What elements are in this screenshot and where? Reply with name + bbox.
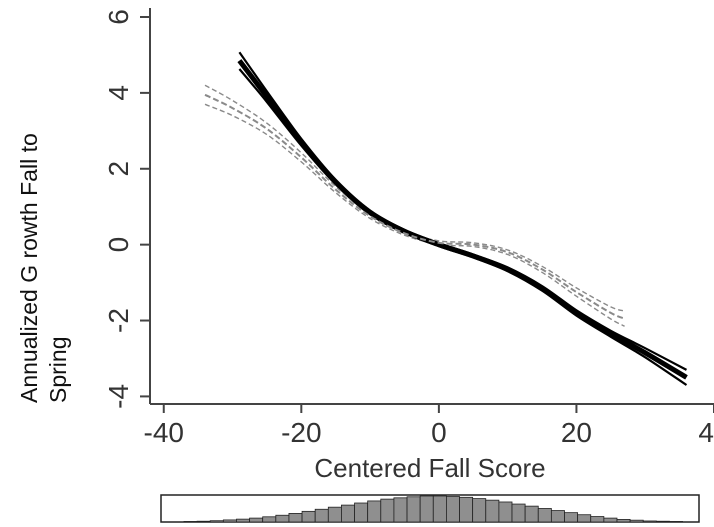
histogram-bar (236, 518, 250, 523)
histogram-bar (354, 502, 369, 523)
y-tick-label: 6 (103, 9, 134, 25)
histogram-bar (524, 505, 539, 523)
histogram-bar (446, 496, 460, 523)
histogram-bar (196, 520, 211, 523)
y-axis-label-line2: Spring (45, 337, 71, 403)
histogram-bar (472, 498, 487, 523)
histogram-bar (367, 500, 382, 523)
x-tick-label: -20 (281, 417, 321, 448)
histogram-bar (209, 520, 224, 523)
y-tick-label: -2 (103, 308, 134, 333)
histogram-bar (603, 517, 618, 523)
histogram-bar (432, 495, 447, 523)
y-tick-label: -4 (103, 384, 134, 409)
histogram-bar (262, 516, 277, 523)
histogram-bar (301, 510, 316, 523)
y-tick-label: 0 (103, 237, 134, 253)
series-lines (204, 59, 688, 380)
histogram-bar (183, 521, 198, 523)
histogram-bar (341, 504, 355, 523)
histogram-bar (459, 496, 474, 523)
histogram-bar (380, 498, 395, 523)
x-tick-label: 20 (561, 417, 592, 448)
series-2-line (204, 93, 625, 320)
histogram-bar (577, 514, 592, 523)
histogram-bar (327, 506, 342, 523)
histogram (160, 494, 700, 523)
x-axis-title: Centered Fall Score (314, 453, 545, 483)
histogram-bar (222, 519, 237, 523)
histogram-bar (655, 520, 670, 523)
x-tick-label: 40 (698, 417, 714, 448)
x-tick-label: 0 (431, 417, 447, 448)
histogram-bar (564, 512, 579, 523)
y-axis-label-line1: Annualized G rowth Fall to (16, 133, 42, 403)
histogram-bar (288, 513, 303, 523)
y-tick-label: 4 (103, 85, 134, 101)
histogram-bar (485, 499, 500, 523)
series-2-upper-band (204, 84, 625, 312)
histogram-bar (669, 521, 683, 523)
histogram-bar (629, 519, 644, 523)
series-1-upper-band (238, 51, 688, 371)
histogram-bar (249, 517, 264, 523)
histogram-bar (642, 520, 657, 523)
histogram-bar (419, 495, 434, 523)
histogram-bar (550, 510, 565, 523)
histogram-bar (590, 516, 605, 523)
series-1-line (237, 59, 688, 380)
histogram-bar (511, 503, 526, 523)
histogram-bar (498, 501, 513, 523)
y-axis-label: Annualized G rowth Fall to Spring (16, 133, 71, 403)
histogram-bar (406, 496, 421, 523)
histogram-bar (537, 508, 552, 523)
y-tick-label: 2 (103, 161, 134, 177)
histogram-bar (275, 514, 290, 523)
histogram-bar (314, 508, 329, 523)
histogram-bar (393, 497, 408, 523)
x-tick-label: -40 (144, 417, 184, 448)
histogram-bar (616, 519, 631, 523)
series-2-lower-band (204, 103, 625, 327)
